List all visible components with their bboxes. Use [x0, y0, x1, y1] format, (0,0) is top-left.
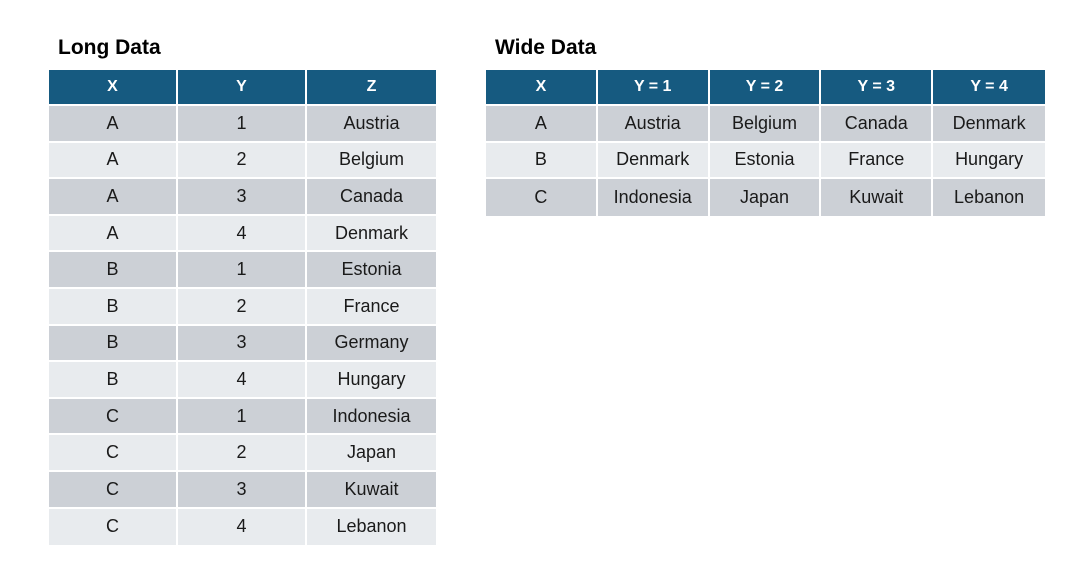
long-table-row: C 4 Lebanon: [49, 508, 436, 546]
long-table-cell: Germany: [307, 325, 436, 363]
long-data-title: Long Data: [58, 36, 161, 59]
long-table-cell: Denmark: [307, 215, 436, 253]
long-table-cell: B: [49, 325, 178, 363]
long-header-z: Z: [307, 70, 436, 106]
long-table-cell: 4: [178, 215, 307, 253]
long-header-x: X: [49, 70, 178, 106]
long-table-cell: Belgium: [307, 142, 436, 180]
long-table-row: A 1 Austria: [49, 106, 436, 143]
long-table-cell: 4: [178, 508, 307, 546]
wide-table-cell: Canada: [821, 106, 934, 143]
wide-table-cell: B: [486, 142, 598, 180]
long-table-cell: 1: [178, 252, 307, 289]
long-table-row: C 3 Kuwait: [49, 471, 436, 509]
long-table-row: A 3 Canada: [49, 179, 436, 216]
long-table-cell: C: [49, 471, 178, 509]
wide-data-title: Wide Data: [495, 36, 597, 59]
long-table-cell: B: [49, 288, 178, 326]
wide-table-cell: C: [486, 179, 598, 216]
wide-table-cell: Japan: [709, 179, 822, 216]
wide-header-y3: Y = 3: [821, 70, 934, 106]
long-table-cell: A: [49, 179, 178, 216]
long-table-cell: 1: [178, 106, 307, 143]
long-table-cell: 2: [178, 435, 307, 472]
long-header-y: Y: [178, 70, 307, 106]
wide-table-cell: France: [821, 142, 934, 180]
wide-table-cell: Denmark: [597, 142, 710, 180]
long-data-table: X Y Z A 1 Austria A 2 Belgium A 3 Canada A 4 Denmar…: [49, 70, 436, 546]
long-table-cell: A: [49, 106, 178, 143]
wide-table-cell: Belgium: [709, 106, 822, 143]
long-table-cell: B: [49, 362, 178, 399]
long-table-row: B 1 Estonia: [49, 252, 436, 289]
long-table-cell: Indonesia: [307, 398, 436, 436]
wide-table-cell: A: [486, 106, 598, 143]
long-table-cell: France: [307, 288, 436, 326]
long-table-cell: Kuwait: [307, 471, 436, 509]
wide-table-header-row: X Y = 1 Y = 2 Y = 3 Y = 4: [486, 70, 1045, 106]
long-table-cell: 3: [178, 179, 307, 216]
long-table-cell: 3: [178, 471, 307, 509]
long-table-cell: 2: [178, 142, 307, 180]
long-table-row: B 4 Hungary: [49, 362, 436, 399]
wide-table-cell: Hungary: [933, 142, 1045, 180]
wide-header-y1: Y = 1: [597, 70, 710, 106]
long-table-cell: A: [49, 142, 178, 180]
wide-table-cell: Denmark: [933, 106, 1045, 143]
wide-table-cell: Austria: [597, 106, 710, 143]
long-table-cell: 1: [178, 398, 307, 436]
long-table-cell: Lebanon: [307, 508, 436, 546]
wide-table-cell: Estonia: [709, 142, 822, 180]
long-table-cell: Hungary: [307, 362, 436, 399]
long-table-row: A 4 Denmark: [49, 215, 436, 253]
long-table-row: A 2 Belgium: [49, 142, 436, 180]
wide-table-row: A Austria Belgium Canada Denmark: [486, 106, 1045, 143]
wide-table-row: C Indonesia Japan Kuwait Lebanon: [486, 179, 1045, 216]
wide-header-y4: Y = 4: [933, 70, 1045, 106]
long-table-row: B 2 France: [49, 288, 436, 326]
wide-table-row: B Denmark Estonia France Hungary: [486, 142, 1045, 180]
long-table-header-row: X Y Z: [49, 70, 436, 106]
long-table-cell: B: [49, 252, 178, 289]
wide-data-table: X Y = 1 Y = 2 Y = 3 Y = 4 A Austria Belgiu…: [486, 70, 1045, 216]
long-table-cell: Canada: [307, 179, 436, 216]
long-table-cell: 4: [178, 362, 307, 399]
long-table-row: C 2 Japan: [49, 435, 436, 472]
long-table-cell: Estonia: [307, 252, 436, 289]
wide-table-cell: Kuwait: [821, 179, 934, 216]
long-table-cell: C: [49, 435, 178, 472]
wide-table-cell: Lebanon: [933, 179, 1045, 216]
long-table-cell: C: [49, 398, 178, 436]
wide-header-x: X: [486, 70, 598, 106]
wide-header-y2: Y = 2: [709, 70, 822, 106]
long-table-row: B 3 Germany: [49, 325, 436, 363]
long-table-cell: Austria: [307, 106, 436, 143]
long-table-cell: C: [49, 508, 178, 546]
long-table-cell: 3: [178, 325, 307, 363]
long-table-row: C 1 Indonesia: [49, 398, 436, 436]
long-table-cell: 2: [178, 288, 307, 326]
wide-table-cell: Indonesia: [597, 179, 710, 216]
long-table-cell: A: [49, 215, 178, 253]
long-table-cell: Japan: [307, 435, 436, 472]
